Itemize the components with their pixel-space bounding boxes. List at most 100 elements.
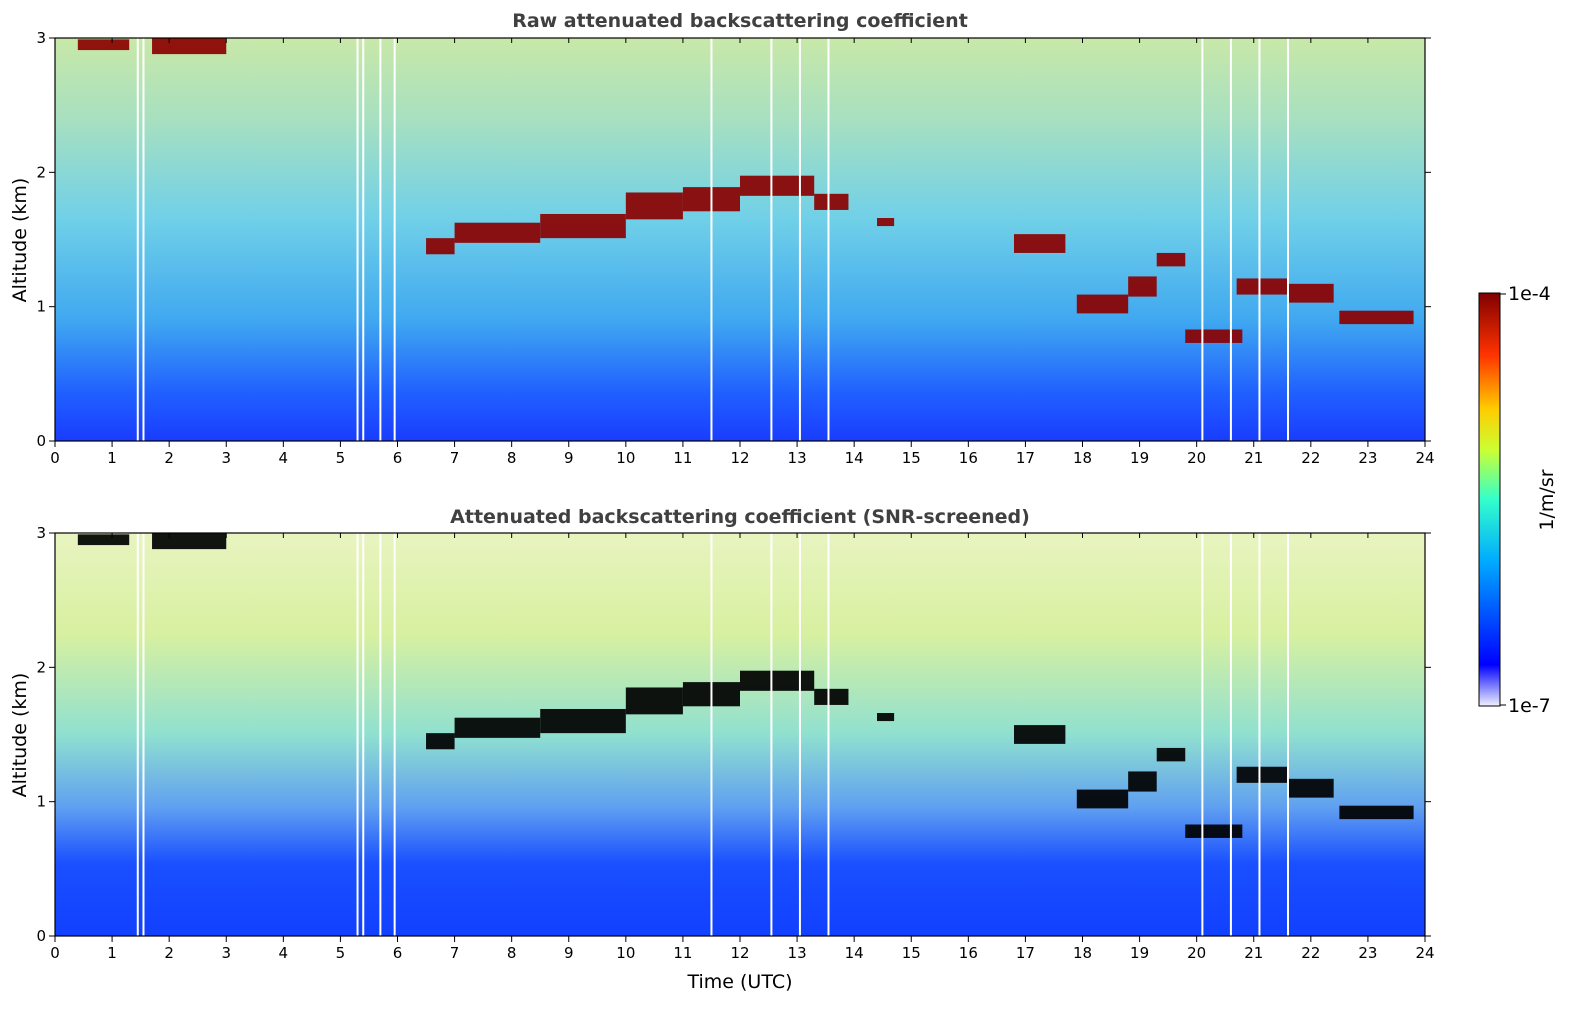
panel-title: Attenuated backscattering coefficient (S… bbox=[450, 506, 1030, 528]
colorbar: 1e-4 1e-7 1/m/sr bbox=[1478, 283, 1558, 717]
cloud-layer bbox=[740, 175, 815, 196]
data-gap-line bbox=[710, 533, 713, 936]
x-tick-label: 3 bbox=[221, 449, 231, 467]
cloud-layer bbox=[1339, 310, 1414, 325]
x-tick-label: 22 bbox=[1301, 449, 1320, 467]
cloud-layer bbox=[625, 192, 683, 220]
x-tick-label: 2 bbox=[164, 449, 174, 467]
data-gap-line bbox=[362, 38, 365, 441]
cloud-layer bbox=[540, 708, 626, 734]
x-tick-label: 2 bbox=[164, 944, 174, 962]
x-tick-label: 10 bbox=[616, 944, 635, 962]
x-tick-label: 10 bbox=[616, 449, 635, 467]
data-gap-line bbox=[1201, 533, 1204, 936]
data-gap-line bbox=[393, 533, 396, 936]
data-gap-line bbox=[710, 38, 713, 441]
data-gap-group bbox=[136, 38, 1289, 441]
cloud-layer bbox=[740, 670, 815, 691]
y-axis: 0 1 2 3 bbox=[36, 29, 1431, 450]
y-tick-label: 0 bbox=[36, 432, 46, 450]
data-gap-line bbox=[827, 38, 830, 441]
data-gap-line bbox=[136, 38, 139, 441]
cloud-layer bbox=[426, 733, 455, 750]
x-tick-label: 7 bbox=[450, 944, 460, 962]
cloud-layer bbox=[1236, 766, 1288, 783]
x-tick-label: 16 bbox=[959, 449, 978, 467]
cloud-layer bbox=[152, 38, 227, 55]
cloud-layer bbox=[1076, 789, 1129, 809]
y-tick-label: 1 bbox=[36, 298, 46, 316]
y-tick-label: 2 bbox=[36, 163, 46, 181]
cloud-layer bbox=[454, 717, 541, 738]
data-gap-line bbox=[379, 533, 382, 936]
x-tick-label: 5 bbox=[336, 944, 346, 962]
x-tick-label: 15 bbox=[902, 449, 921, 467]
data-gap-group bbox=[136, 533, 1289, 936]
x-tick-label: 6 bbox=[393, 449, 403, 467]
x-tick-label: 5 bbox=[336, 449, 346, 467]
x-tick-label: 0 bbox=[50, 449, 60, 467]
x-tick-label: 17 bbox=[1016, 449, 1035, 467]
x-tick-label: 12 bbox=[730, 944, 749, 962]
x-tick-label: 11 bbox=[673, 449, 692, 467]
cloud-layer bbox=[77, 534, 130, 546]
y-tick-label: 0 bbox=[36, 927, 46, 945]
data-gap-line bbox=[1229, 38, 1232, 441]
cloud-layer bbox=[625, 687, 683, 715]
y-axis-label: Altitude (km) bbox=[9, 673, 31, 798]
panel-screened: Attenuated backscattering coefficient (S… bbox=[9, 506, 1435, 993]
data-gap-line bbox=[136, 533, 139, 936]
x-tick-label: 20 bbox=[1187, 449, 1206, 467]
cloud-layer bbox=[1288, 283, 1334, 303]
data-gap-line bbox=[1287, 533, 1289, 936]
x-tick-label: 24 bbox=[1415, 449, 1434, 467]
cloud-layer bbox=[1339, 805, 1414, 820]
cloud-layer bbox=[1156, 252, 1186, 267]
x-tick-label: 23 bbox=[1358, 449, 1377, 467]
data-gap-line bbox=[1287, 38, 1289, 441]
y-tick-label: 2 bbox=[36, 658, 46, 676]
x-tick-label: 17 bbox=[1016, 944, 1035, 962]
cloud-layer bbox=[877, 713, 895, 722]
x-tick-label: 11 bbox=[673, 944, 692, 962]
cloud-layer bbox=[814, 688, 849, 705]
colorbar-min-label: 1e-7 bbox=[1508, 695, 1551, 717]
x-tick-label: 19 bbox=[1130, 449, 1149, 467]
backscatter-field bbox=[55, 38, 1425, 441]
x-tick-label: 7 bbox=[450, 449, 460, 467]
x-tick-label: 14 bbox=[845, 449, 864, 467]
cloud-layer bbox=[454, 222, 541, 243]
x-tick-label: 9 bbox=[564, 944, 574, 962]
data-gap-line bbox=[393, 38, 396, 441]
data-gap-line bbox=[142, 38, 145, 441]
data-gap-line bbox=[770, 533, 773, 936]
x-tick-label: 13 bbox=[788, 944, 807, 962]
y-axis-label: Altitude (km) bbox=[9, 178, 31, 303]
data-gap-line bbox=[142, 533, 145, 936]
x-tick-label: 3 bbox=[221, 944, 231, 962]
data-gap-line bbox=[356, 533, 359, 936]
cloud-layer bbox=[1185, 824, 1243, 838]
x-tick-label: 23 bbox=[1358, 944, 1377, 962]
x-tick-label: 6 bbox=[393, 944, 403, 962]
cloud-layer bbox=[1236, 278, 1288, 295]
colorbar-gradient bbox=[1478, 292, 1501, 707]
x-tick-label: 13 bbox=[788, 449, 807, 467]
y-axis: 0 1 2 3 bbox=[36, 524, 1431, 945]
cloud-layer bbox=[1128, 771, 1157, 792]
x-tick-label: 22 bbox=[1301, 944, 1320, 962]
data-gap-line bbox=[362, 533, 365, 936]
x-tick-label: 4 bbox=[279, 944, 289, 962]
panel-raw: Raw attenuated backscattering coefficien… bbox=[9, 10, 1435, 467]
x-tick-label: 1 bbox=[107, 449, 117, 467]
data-gap-line bbox=[827, 533, 830, 936]
x-tick-label: 12 bbox=[730, 449, 749, 467]
cloud-layer bbox=[1185, 329, 1243, 343]
cloud-layer bbox=[877, 218, 895, 227]
x-tick-label: 24 bbox=[1415, 944, 1434, 962]
x-tick-label: 8 bbox=[507, 449, 517, 467]
cloud-layer bbox=[1288, 778, 1334, 798]
cloud-layer bbox=[540, 213, 626, 239]
x-tick-label: 8 bbox=[507, 944, 517, 962]
